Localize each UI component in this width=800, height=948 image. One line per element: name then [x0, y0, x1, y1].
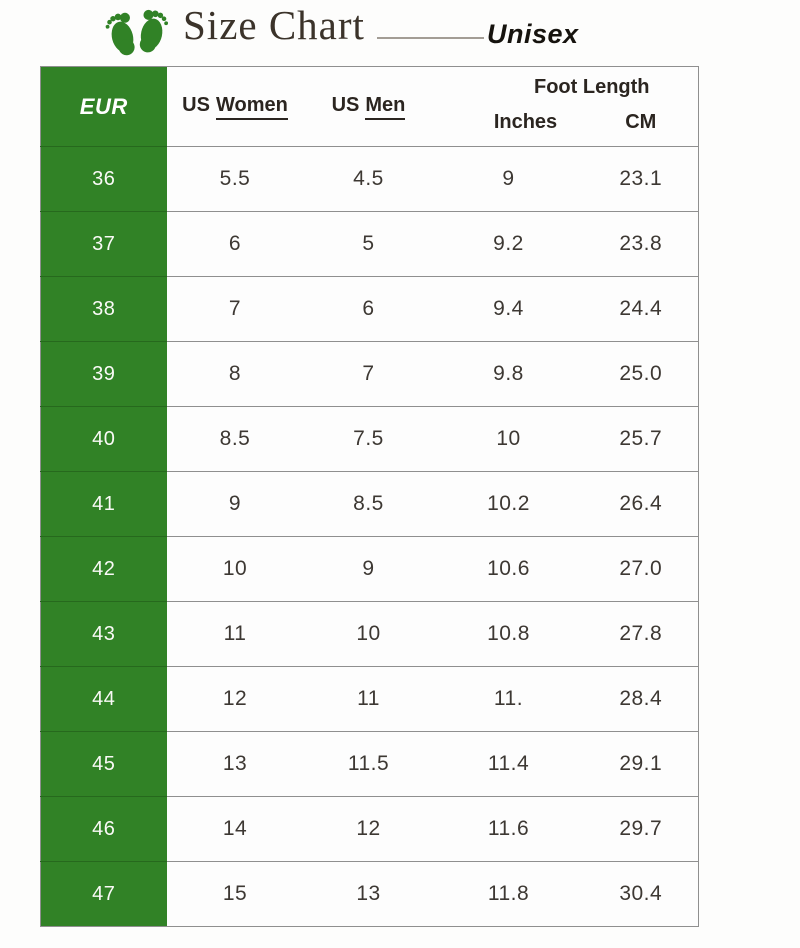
cell-eur: 44: [40, 666, 167, 732]
cell-cm: 25.7: [583, 406, 699, 472]
cell-us-women: 6: [166, 211, 304, 277]
cell-us-men: 12: [303, 796, 434, 862]
us-prefix-label: US: [331, 93, 360, 116]
cell-us-women: 14: [166, 796, 304, 862]
table-header: EUR US Women US Men Foot Length Inches CM: [40, 66, 699, 147]
cell-us-women: 5.5: [166, 146, 304, 212]
cell-cm: 29.7: [583, 796, 699, 862]
cell-us-men: 9: [303, 536, 434, 602]
table-row: 44 12 11 11. 28.4: [40, 666, 699, 732]
cell-eur: 47: [40, 861, 167, 927]
cell-cm: 27.0: [583, 536, 699, 602]
cell-inches: 9: [433, 146, 584, 212]
page-title: Size Chart: [183, 2, 365, 48]
cell-us-men: 7: [303, 341, 434, 407]
cell-inches: 10: [433, 406, 584, 472]
title-divider-line: [377, 37, 484, 39]
cell-us-men: 13: [303, 861, 434, 927]
cell-us-women: 12: [166, 666, 304, 732]
table-row: 42 10 9 10.6 27.0: [40, 536, 699, 602]
cell-eur: 38: [40, 276, 167, 342]
column-header-us-women: US Women: [167, 67, 304, 147]
table-row: 37 6 5 9.2 23.8: [40, 211, 699, 277]
cell-us-men: 8.5: [303, 471, 434, 537]
cell-us-women: 7: [166, 276, 304, 342]
cell-us-women: 13: [166, 731, 304, 797]
subtitle-unisex: Unisex: [487, 19, 579, 49]
cell-us-women: 11: [166, 601, 304, 667]
cell-inches: 9.8: [433, 341, 584, 407]
column-header-eur: EUR: [40, 66, 167, 147]
table-row: 45 13 11.5 11.4 29.1: [40, 731, 699, 797]
cell-us-men: 6: [303, 276, 434, 342]
cell-inches: 9.4: [433, 276, 584, 342]
cell-cm: 28.4: [583, 666, 699, 732]
men-label: Men: [365, 94, 406, 120]
cell-us-men: 5: [303, 211, 434, 277]
cell-eur: 36: [40, 146, 167, 212]
cell-inches: 10.8: [433, 601, 584, 667]
cell-eur: 43: [40, 601, 167, 667]
women-label: Women: [215, 94, 288, 120]
cell-cm: 23.1: [583, 146, 699, 212]
cell-eur: 37: [40, 211, 167, 277]
size-table-body: 36 5.5 4.5 9 23.1 37 6 5 9.2 23.8 38 7 6…: [40, 146, 699, 927]
cell-inches: 10.6: [433, 536, 584, 602]
cell-inches: 11.6: [433, 796, 584, 862]
column-header-us-men: US Men: [304, 67, 434, 147]
cell-cm: 26.4: [583, 471, 699, 537]
table-row: 43 11 10 10.8 27.8: [40, 601, 699, 667]
table-row: 41 9 8.5 10.2 26.4: [40, 471, 699, 537]
cell-cm: 25.0: [583, 341, 699, 407]
cell-us-women: 9: [166, 471, 304, 537]
column-header-inches: Inches: [493, 110, 558, 133]
cell-inches: 11.: [433, 666, 584, 732]
cell-eur: 39: [40, 341, 167, 407]
size-chart-table: EUR US Women US Men Foot Length Inches CM …: [40, 66, 699, 927]
footprints-icon: [104, 1, 172, 63]
cell-inches: 11.8: [433, 861, 584, 927]
cell-us-men: 10: [303, 601, 434, 667]
cell-us-men: 4.5: [303, 146, 434, 212]
cell-cm: 24.4: [583, 276, 699, 342]
table-row: 39 8 7 9.8 25.0: [40, 341, 699, 407]
table-row: 40 8.5 7.5 10 25.7: [40, 406, 699, 472]
cell-cm: 27.8: [583, 601, 699, 667]
cell-inches: 11.4: [433, 731, 584, 797]
cell-cm: 23.8: [583, 211, 699, 277]
cell-us-women: 15: [166, 861, 304, 927]
table-row: 38 7 6 9.4 24.4: [40, 276, 699, 342]
cell-eur: 41: [40, 471, 167, 537]
cell-cm: 30.4: [583, 861, 699, 927]
us-prefix-label: US: [182, 93, 210, 116]
cell-inches: 10.2: [433, 471, 584, 537]
column-header-foot-length: Foot Length: [533, 76, 650, 99]
column-header-cm: CM: [625, 110, 657, 133]
cell-us-men: 11.5: [303, 731, 434, 797]
cell-cm: 29.1: [583, 731, 699, 797]
table-row: 47 15 13 11.8 30.4: [40, 861, 699, 927]
header: Size Chart Unisex: [0, 0, 800, 66]
cell-eur: 40: [40, 406, 167, 472]
cell-eur: 45: [40, 731, 167, 797]
cell-us-men: 7.5: [303, 406, 434, 472]
eur-label: EUR: [79, 93, 128, 119]
cell-eur: 46: [40, 796, 167, 862]
cell-inches: 9.2: [433, 211, 584, 277]
cell-eur: 42: [40, 536, 167, 602]
cell-us-women: 8: [166, 341, 304, 407]
cell-us-women: 8.5: [166, 406, 304, 472]
cell-us-men: 11: [303, 666, 434, 732]
cell-us-women: 10: [166, 536, 304, 602]
table-row: 46 14 12 11.6 29.7: [40, 796, 699, 862]
table-row: 36 5.5 4.5 9 23.1: [40, 146, 699, 212]
